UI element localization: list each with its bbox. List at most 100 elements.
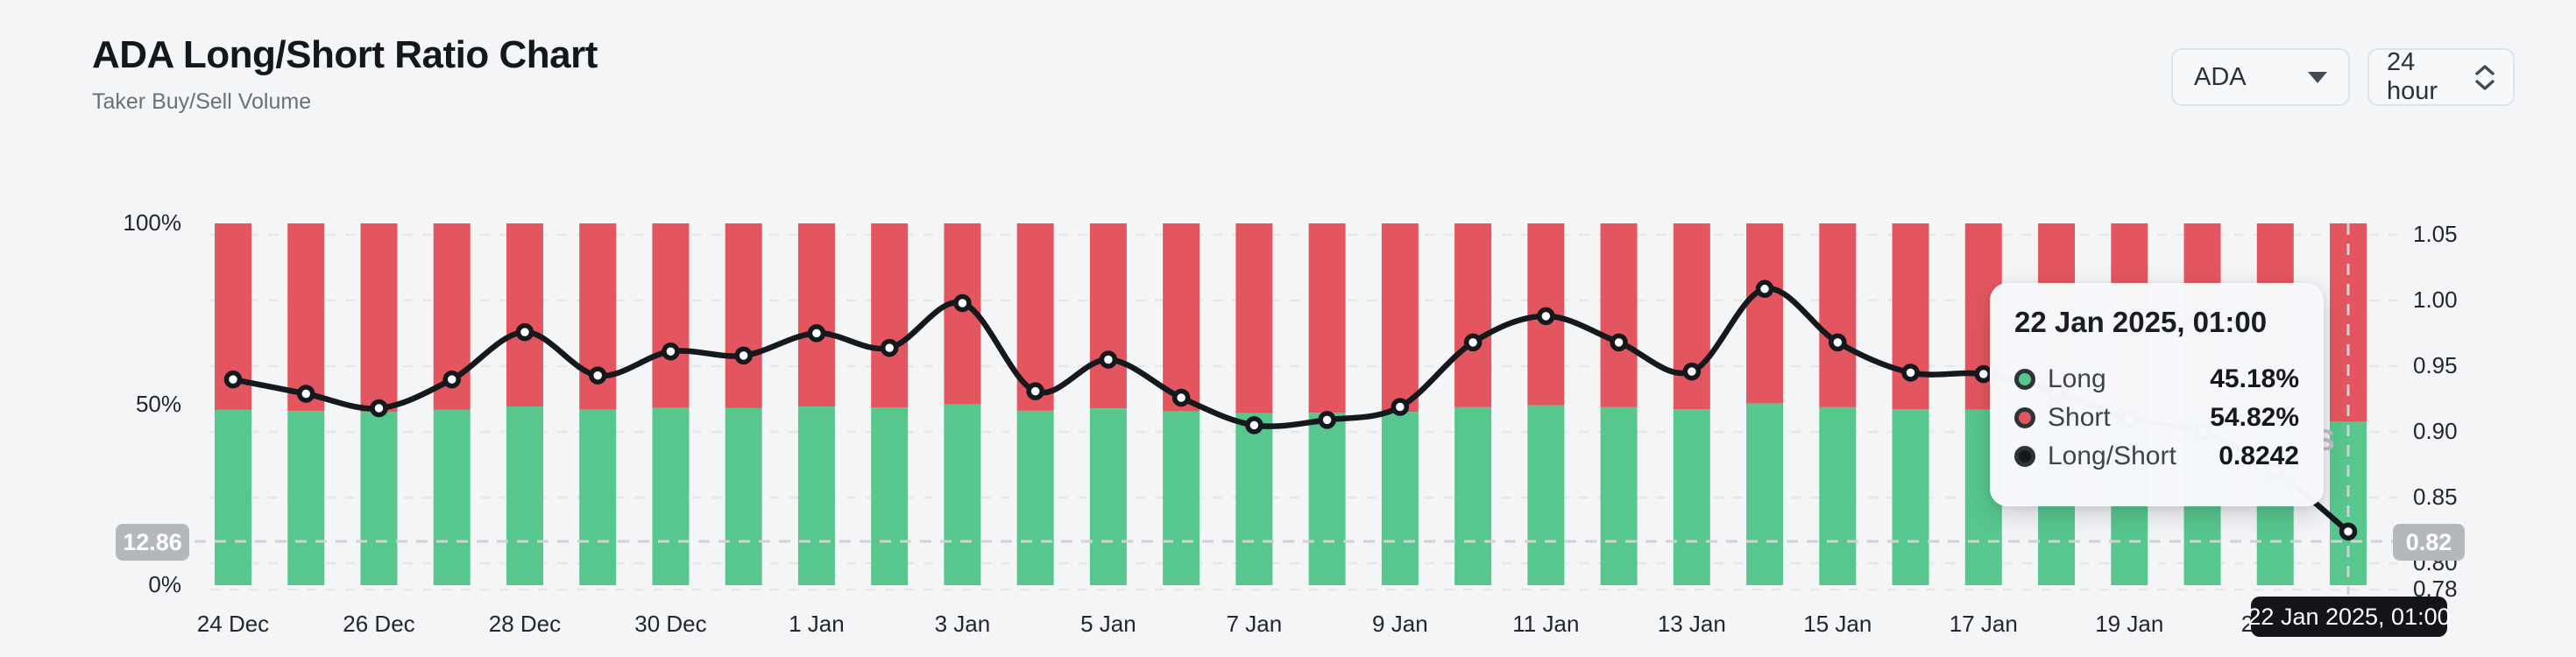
- short-bar[interactable]: [1235, 223, 1273, 413]
- long-bar[interactable]: [1527, 405, 1565, 585]
- crosshair-date-chip: 22 Jan 2025, 01:00: [2247, 597, 2451, 637]
- x-axis-tick: 24 Dec: [196, 611, 270, 637]
- line-point[interactable]: [1099, 350, 1118, 369]
- long-bar[interactable]: [871, 407, 909, 585]
- x-axis-tick: 26 Dec: [343, 611, 415, 637]
- long-bar[interactable]: [1454, 406, 1492, 585]
- left-axis-tick: 50%: [135, 390, 181, 417]
- line-point[interactable]: [296, 385, 315, 403]
- x-axis-tick: 15 Jan: [1803, 611, 1872, 637]
- line-point[interactable]: [515, 322, 534, 342]
- short-bar[interactable]: [797, 223, 835, 407]
- long-bar[interactable]: [1673, 409, 1710, 585]
- line-point[interactable]: [370, 399, 388, 418]
- short-bar[interactable]: [506, 223, 543, 407]
- long-bar[interactable]: [652, 407, 690, 585]
- line-point[interactable]: [442, 370, 461, 389]
- long-bar[interactable]: [360, 412, 398, 585]
- long-bar[interactable]: [1819, 406, 1857, 585]
- left-axis-tick: 100%: [123, 209, 182, 236]
- long-bar[interactable]: [1235, 413, 1273, 585]
- short-bar[interactable]: [287, 223, 325, 412]
- line-point[interactable]: [1829, 333, 1847, 352]
- long-bar[interactable]: [725, 407, 762, 585]
- long-bar[interactable]: [1308, 413, 1346, 585]
- right-crosshair-badge: 0.82: [2393, 524, 2465, 561]
- line-point[interactable]: [588, 366, 607, 385]
- right-axis-tick: 0.85: [2413, 484, 2458, 510]
- line-point[interactable]: [880, 338, 899, 357]
- long-dot-icon: [2014, 369, 2035, 390]
- long-bar[interactable]: [1016, 410, 1054, 585]
- tooltip-label: Long/Short: [2048, 442, 2176, 470]
- line-point[interactable]: [1974, 364, 1993, 384]
- line-point[interactable]: [734, 346, 753, 365]
- right-axis-tick: 1.00: [2413, 286, 2458, 313]
- tooltip-label: Long: [2048, 364, 2106, 393]
- line-point[interactable]: [1391, 398, 1410, 416]
- line-point[interactable]: [953, 293, 972, 313]
- line-point[interactable]: [1610, 333, 1628, 352]
- short-bar[interactable]: [1308, 223, 1346, 413]
- long-bar[interactable]: [1089, 408, 1127, 585]
- line-point[interactable]: [223, 370, 243, 389]
- long-bar[interactable]: [506, 406, 543, 585]
- long-bar[interactable]: [1163, 411, 1200, 585]
- short-bar[interactable]: [652, 223, 690, 408]
- symbol-select[interactable]: ADA: [2171, 48, 2350, 106]
- left-axis-tick: 0%: [148, 571, 181, 597]
- interval-select[interactable]: 24 hour: [2367, 48, 2515, 106]
- x-axis-tick: 1 Jan: [789, 611, 845, 637]
- short-bar[interactable]: [871, 223, 909, 408]
- short-bar[interactable]: [1600, 223, 1638, 407]
- right-axis-tick: 0.90: [2413, 418, 2458, 444]
- short-bar[interactable]: [1746, 223, 1784, 404]
- x-axis-tick: 28 Dec: [488, 611, 562, 637]
- line-point[interactable]: [1682, 362, 1702, 381]
- long-bar[interactable]: [1746, 403, 1784, 585]
- short-bar[interactable]: [1163, 223, 1200, 412]
- x-axis-tick: 5 Jan: [1080, 611, 1136, 637]
- long-bar[interactable]: [287, 411, 325, 585]
- line-point[interactable]: [1463, 333, 1483, 352]
- right-axis-tick: 1.05: [2413, 221, 2458, 247]
- x-axis-tick: 3 Jan: [934, 611, 991, 637]
- short-bar[interactable]: [360, 223, 398, 413]
- line-point[interactable]: [1245, 416, 1263, 434]
- line-point[interactable]: [2339, 522, 2358, 540]
- long-bar[interactable]: [1600, 406, 1638, 585]
- caret-down-icon: [2308, 71, 2327, 83]
- line-point[interactable]: [1318, 411, 1336, 429]
- x-axis-tick: 13 Jan: [1657, 611, 1726, 637]
- short-bar[interactable]: [1089, 223, 1127, 409]
- line-point[interactable]: [1755, 279, 1774, 299]
- long-bar[interactable]: [944, 404, 981, 585]
- ratio-dot-icon: [2014, 446, 2035, 467]
- tooltip-value: 54.82%: [2210, 403, 2299, 432]
- line-point[interactable]: [1026, 382, 1044, 400]
- short-bar[interactable]: [1381, 223, 1419, 413]
- long-bar[interactable]: [433, 409, 471, 585]
- short-dot-icon: [2014, 407, 2035, 428]
- long-bar[interactable]: [215, 409, 251, 585]
- right-axis-tick: 0.95: [2413, 352, 2458, 378]
- page-title: ADA Long/Short Ratio Chart: [92, 33, 598, 76]
- line-point[interactable]: [1171, 388, 1191, 407]
- tooltip-value: 45.18%: [2210, 364, 2299, 393]
- line-point[interactable]: [807, 324, 826, 343]
- line-point[interactable]: [1537, 307, 1555, 326]
- line-point[interactable]: [1901, 364, 1920, 382]
- short-bar[interactable]: [1819, 223, 1857, 407]
- short-bar[interactable]: [1673, 223, 1710, 410]
- long-bar[interactable]: [1381, 412, 1419, 585]
- long-bar[interactable]: [579, 409, 617, 585]
- short-bar[interactable]: [725, 223, 762, 408]
- x-axis-tick: 11 Jan: [1512, 611, 1580, 637]
- long-bar[interactable]: [797, 406, 835, 585]
- chart-tooltip: 22 Jan 2025, 01:00 Long 45.18% Short 54.…: [1990, 283, 2324, 506]
- short-bar[interactable]: [1454, 223, 1492, 407]
- long-bar[interactable]: [1892, 409, 1929, 585]
- x-axis-tick: 17 Jan: [1949, 611, 2018, 637]
- line-point[interactable]: [662, 342, 680, 361]
